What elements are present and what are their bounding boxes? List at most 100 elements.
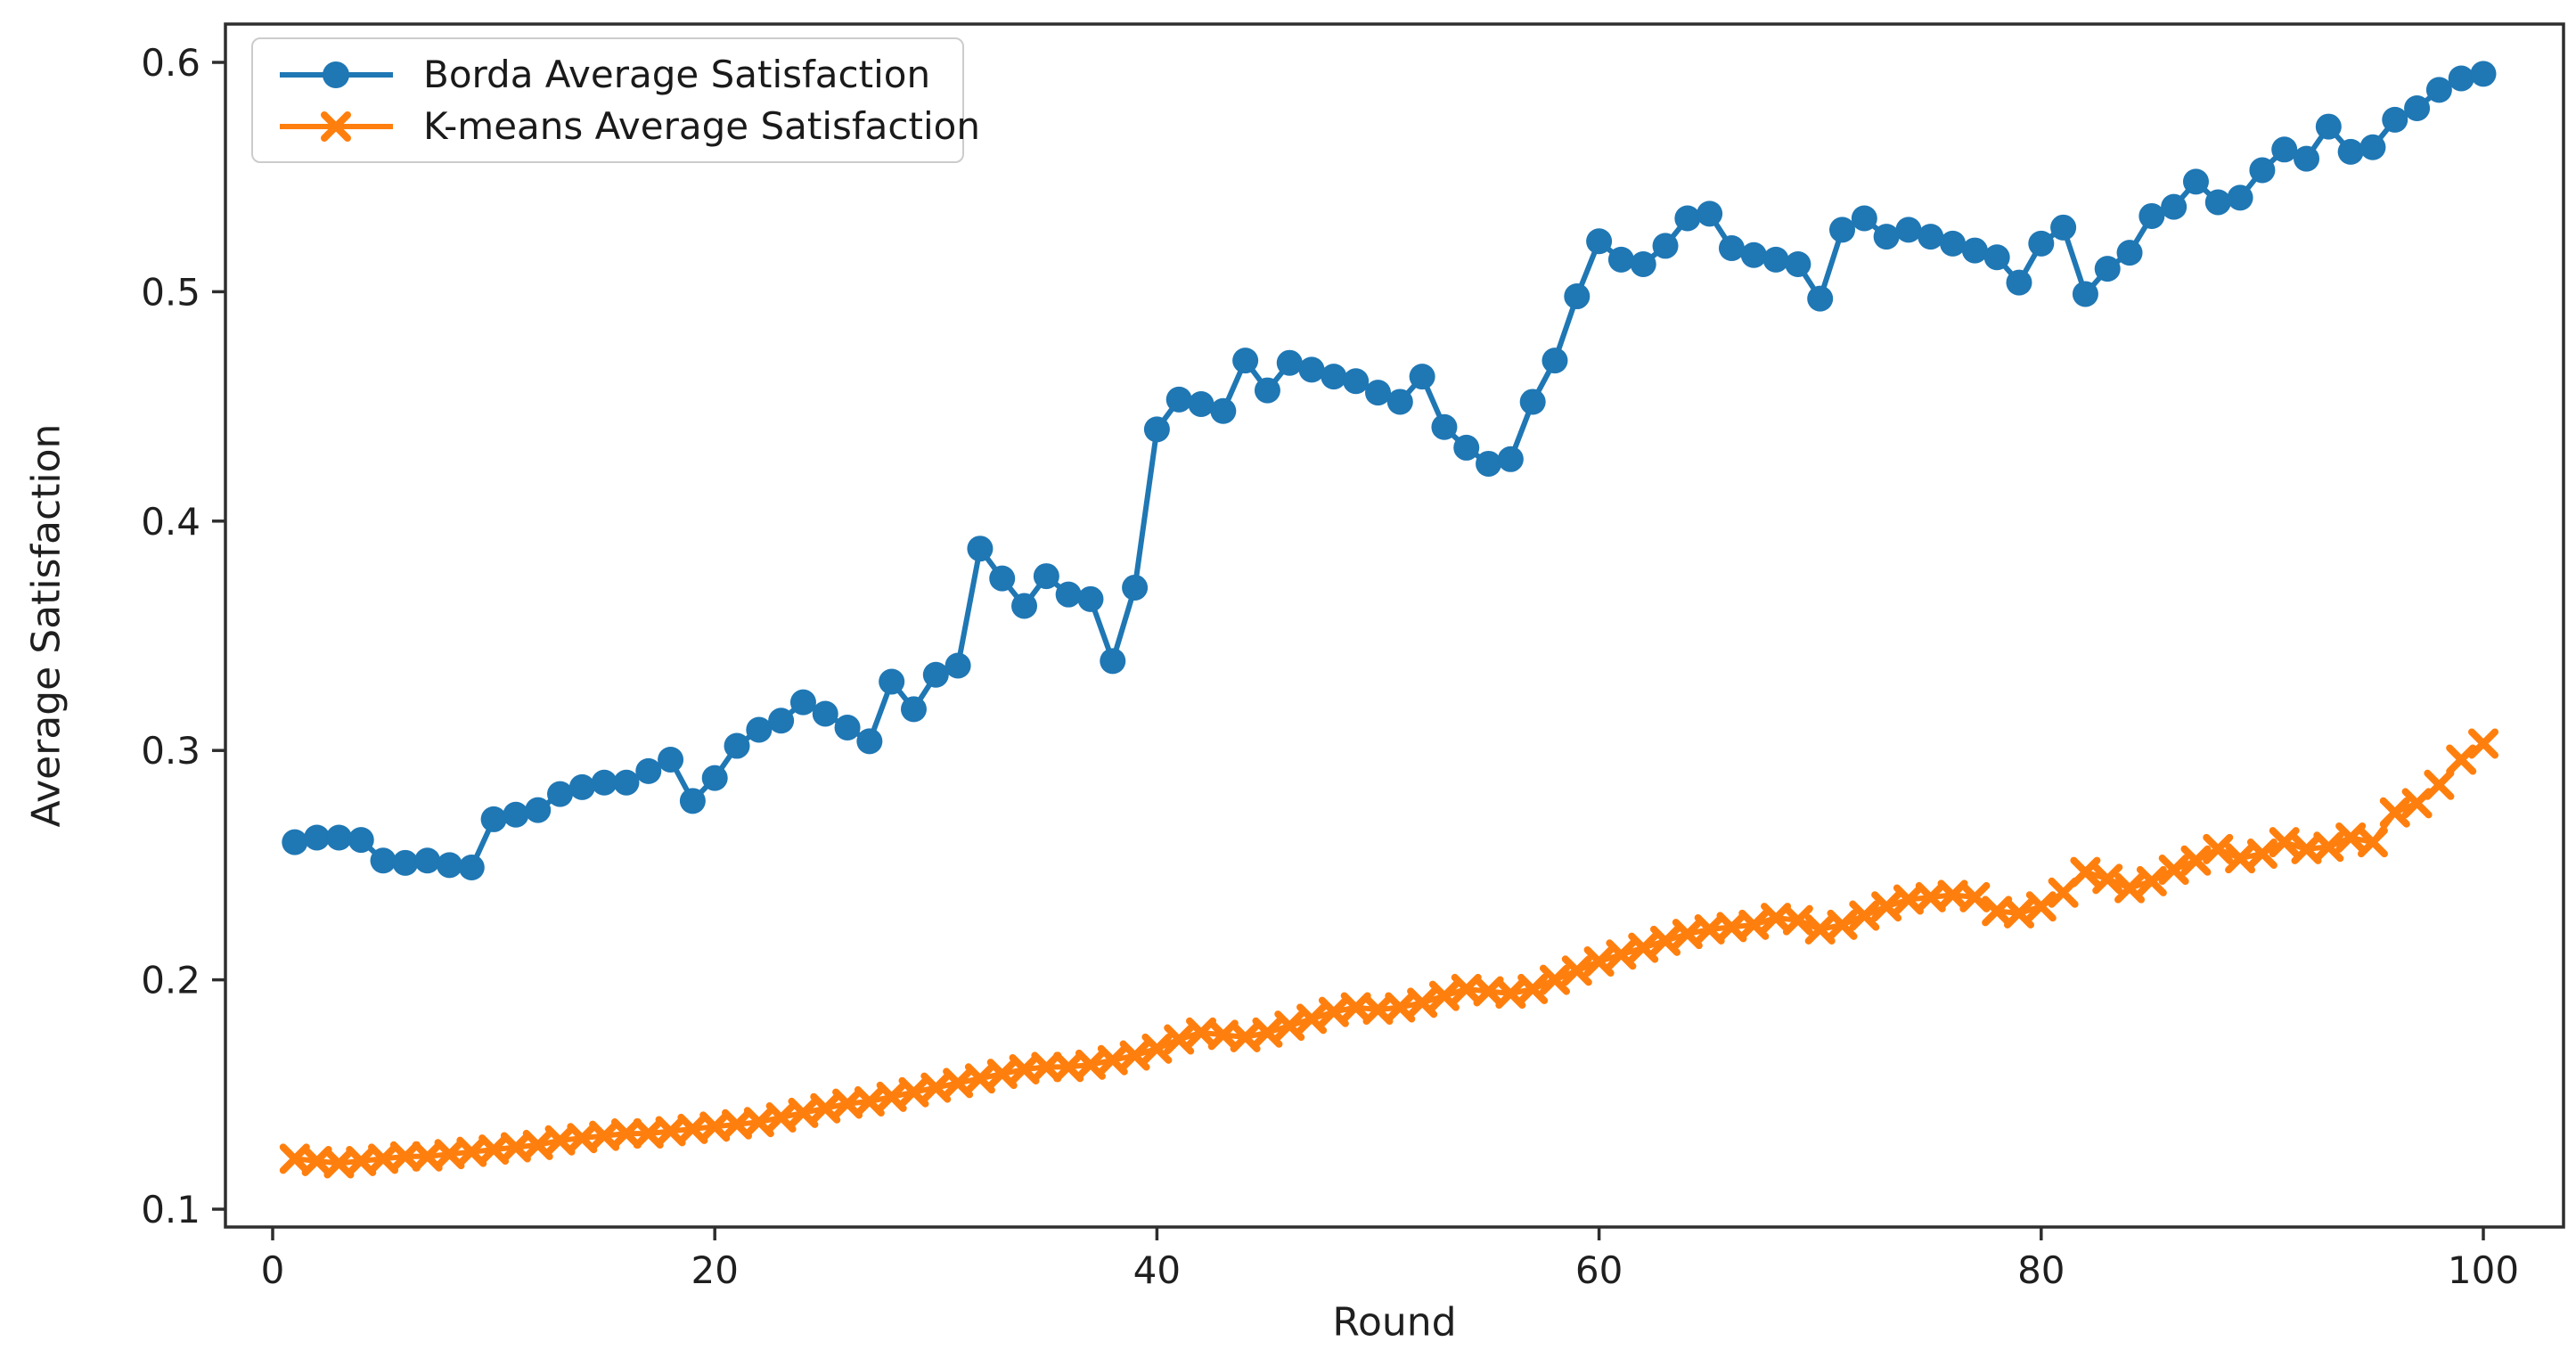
data-point (2357, 827, 2388, 858)
data-point (1407, 987, 1438, 1018)
data-point (746, 716, 773, 743)
data-point (834, 714, 861, 740)
data-point (2138, 202, 2165, 229)
data-point (392, 849, 419, 876)
x-tick-label: 40 (1133, 1248, 1181, 1292)
data-point (1785, 251, 1811, 278)
data-point (480, 806, 507, 832)
y-tick-label: 0.6 (141, 41, 200, 85)
data-point (2182, 168, 2209, 195)
data-point (1827, 909, 1858, 940)
data-point (1829, 217, 1856, 243)
data-point (1674, 205, 1701, 232)
data-point (900, 696, 927, 723)
axes-spines (224, 22, 2565, 1229)
data-point (282, 829, 308, 855)
data-point (2203, 833, 2234, 864)
data-point (2092, 863, 2123, 895)
data-point (1033, 563, 1059, 590)
x-tick-label: 20 (691, 1248, 738, 1292)
data-point (789, 689, 816, 716)
data-point (2028, 230, 2055, 257)
data-point (1542, 348, 1568, 374)
data-point (2114, 872, 2146, 904)
data-point (1561, 955, 1592, 986)
data-point (370, 847, 397, 874)
data-point (2072, 281, 2098, 307)
data-point (591, 769, 617, 796)
data-point (325, 824, 352, 851)
data-point (1959, 881, 1991, 912)
data-point (389, 1141, 421, 1172)
data-point (1983, 244, 2010, 271)
data-point (922, 661, 949, 688)
data-point (1343, 368, 1370, 395)
y-axis-label: Average Satisfaction (23, 423, 70, 828)
legend-label-borda: Borda Average Satisfaction (423, 53, 931, 96)
data-point (1298, 356, 1325, 383)
data-point (1122, 574, 1149, 601)
data-point (635, 757, 662, 784)
data-point (2161, 193, 2188, 220)
data-point (1077, 585, 1104, 612)
data-point (1762, 246, 1789, 273)
y-tick-label: 0.3 (141, 729, 200, 773)
data-point (2050, 214, 2077, 241)
data-point (1517, 973, 1549, 1004)
data-point (2448, 65, 2474, 92)
data-point (2425, 77, 2452, 103)
data-point (1873, 224, 1900, 250)
legend-item-kmeans: K-means Average Satisfaction (276, 104, 980, 148)
data-point (2070, 856, 2101, 888)
data-point (348, 827, 374, 854)
data-point (2404, 94, 2431, 121)
data-point (1276, 349, 1303, 376)
data-point (1583, 946, 1615, 978)
data-point (2379, 797, 2410, 828)
data-point (1143, 416, 1170, 443)
data-point (568, 773, 595, 800)
data-point (1740, 241, 1767, 268)
data-point (1564, 283, 1591, 310)
data-point (2158, 855, 2189, 886)
data-point (613, 769, 640, 796)
data-point (1851, 205, 1877, 232)
data-point (1254, 377, 1280, 404)
legend-label-kmeans: K-means Average Satisfaction (423, 104, 980, 149)
data-point (1697, 200, 1723, 227)
data-point (503, 801, 529, 828)
data-point (879, 668, 905, 695)
kmeans-legend-marker-icon (280, 111, 393, 143)
data-point (1119, 1040, 1150, 1071)
data-point (1232, 348, 1259, 374)
data-point (414, 847, 441, 874)
data-point (812, 700, 838, 727)
data-point (1628, 932, 1659, 963)
y-tick-label: 0.5 (141, 270, 200, 314)
data-point (945, 652, 971, 679)
data-point (1849, 900, 1880, 931)
data-point (2382, 106, 2408, 133)
data-point (1011, 593, 1038, 619)
data-point (967, 536, 994, 562)
data-point (1100, 648, 1126, 675)
data-point (1141, 1033, 1173, 1064)
kmeans-series (279, 728, 2498, 1179)
data-point (525, 797, 552, 823)
data-point (1386, 389, 1413, 415)
borda-legend-marker-icon (280, 61, 393, 89)
data-point (2446, 744, 2477, 775)
data-point (1782, 904, 1813, 936)
x-tick-label: 60 (1575, 1248, 1623, 1292)
data-point (2359, 134, 2386, 160)
data-point (679, 788, 706, 814)
x-axis-label: Round (1332, 1299, 1457, 1346)
data-point (2269, 827, 2300, 858)
data-point (2136, 865, 2167, 896)
data-point (724, 732, 750, 759)
data-point (2271, 136, 2298, 163)
data-point (1940, 230, 1967, 257)
data-point (304, 824, 331, 851)
data-point (1630, 251, 1656, 278)
data-point (1871, 891, 1902, 922)
